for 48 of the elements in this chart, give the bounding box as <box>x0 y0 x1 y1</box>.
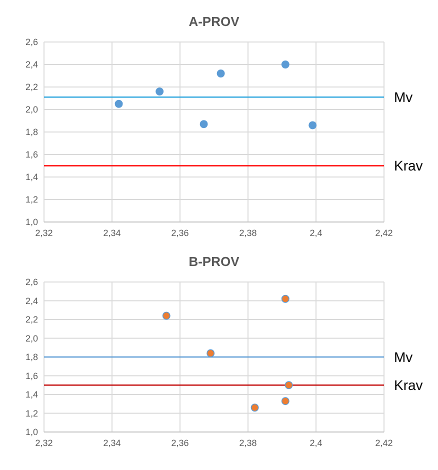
y-tick-label: 2,4 <box>25 296 38 306</box>
point <box>200 120 208 128</box>
y-tick-label: 1,6 <box>25 370 38 381</box>
ref-line-label: Krav <box>394 158 423 174</box>
ref-line-label: Mv <box>394 89 413 106</box>
x-tick-label: 2,32 <box>35 228 53 238</box>
point <box>308 121 317 130</box>
x-tick-label: 2,42 <box>375 228 393 238</box>
point <box>281 60 290 68</box>
y-tick-label: 1,8 <box>25 352 38 362</box>
x-tick-label: 2,34 <box>103 438 121 448</box>
y-tick-label: 2,6 <box>25 37 38 48</box>
y-tick-label: 1,0 <box>25 217 38 228</box>
y-tick-label: 2,2 <box>25 314 38 325</box>
chart-title: A-PROV <box>188 14 240 29</box>
y-tick-label: 1,2 <box>25 408 38 418</box>
x-tick-label: 2,34 <box>103 228 121 238</box>
x-tick-label: 2,32 <box>35 438 53 448</box>
ref-line-label: Krav <box>394 377 423 394</box>
x-tick-label: 2,38 <box>239 228 257 238</box>
point <box>216 70 225 78</box>
y-tick-label: 1,2 <box>25 194 38 205</box>
x-tick-label: 2,4 <box>310 228 322 238</box>
point <box>250 404 259 412</box>
point <box>281 294 290 303</box>
ref-line-label: Mv <box>394 348 413 365</box>
point <box>284 381 293 390</box>
point <box>281 397 290 406</box>
point <box>114 100 123 108</box>
y-tick-label: 2,4 <box>25 60 38 70</box>
y-tick-label: 1,8 <box>25 127 38 138</box>
point <box>162 312 170 320</box>
y-tick-label: 1,4 <box>25 172 38 182</box>
x-tick-label: 2,42 <box>375 438 393 448</box>
y-tick-label: 1,4 <box>25 390 38 400</box>
y-tick-label: 2,0 <box>25 104 38 115</box>
y-tick-label: 1,0 <box>25 427 38 438</box>
x-tick-label: 2,36 <box>171 438 189 448</box>
x-tick-label: 2,38 <box>239 438 257 448</box>
y-tick-label: 1,6 <box>25 150 38 160</box>
y-tick-label: 2,2 <box>25 82 38 92</box>
y-tick-label: 2,0 <box>25 333 38 344</box>
x-tick-label: 2,4 <box>310 438 322 448</box>
chart-title: B-PROV <box>188 254 240 269</box>
x-tick-label: 2,36 <box>171 228 189 238</box>
point <box>206 349 215 358</box>
point <box>156 88 164 96</box>
y-tick-label: 2,6 <box>25 277 38 288</box>
